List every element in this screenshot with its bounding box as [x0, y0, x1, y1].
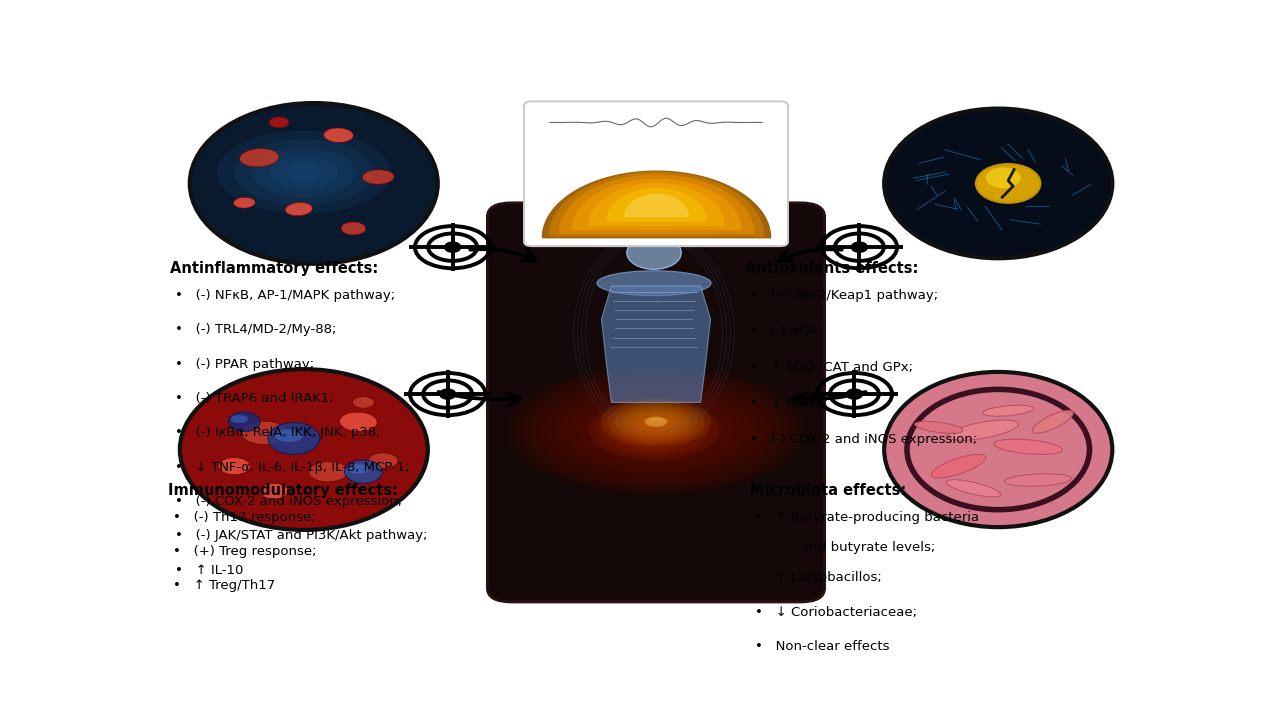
Text: •   ↑ SOD, CAT and GPx;: • ↑ SOD, CAT and GPx; — [750, 361, 913, 374]
Ellipse shape — [983, 405, 1034, 416]
Ellipse shape — [983, 169, 1033, 197]
Ellipse shape — [596, 271, 712, 296]
Ellipse shape — [975, 164, 1041, 203]
Ellipse shape — [1004, 181, 1014, 186]
Text: •   (-) COX-2 and iNOS expression;: • (-) COX-2 and iNOS expression; — [175, 495, 402, 508]
Text: and butyrate levels;: and butyrate levels; — [780, 541, 936, 554]
Ellipse shape — [621, 407, 691, 437]
Ellipse shape — [645, 417, 667, 427]
Text: •   (-) TRAP6 and IRAK1;: • (-) TRAP6 and IRAK1; — [175, 392, 334, 405]
Ellipse shape — [932, 454, 986, 478]
Ellipse shape — [884, 372, 1112, 527]
Ellipse shape — [352, 397, 374, 408]
Text: •   Non-clear effects: • Non-clear effects — [755, 640, 890, 653]
Ellipse shape — [986, 167, 1020, 189]
Ellipse shape — [339, 412, 378, 431]
Ellipse shape — [649, 419, 663, 425]
Ellipse shape — [621, 415, 687, 445]
Ellipse shape — [978, 167, 1038, 200]
Ellipse shape — [1005, 474, 1071, 486]
Ellipse shape — [614, 403, 698, 440]
Circle shape — [847, 390, 861, 398]
Ellipse shape — [915, 421, 963, 433]
Text: •   ↑ Treg/Th17: • ↑ Treg/Th17 — [173, 580, 275, 593]
Ellipse shape — [269, 156, 339, 189]
Ellipse shape — [308, 462, 348, 482]
Ellipse shape — [1032, 410, 1074, 433]
Ellipse shape — [643, 415, 669, 428]
Text: •   (-) PPAR pathway;: • (-) PPAR pathway; — [175, 358, 314, 371]
Ellipse shape — [608, 400, 704, 443]
Ellipse shape — [324, 128, 353, 143]
Ellipse shape — [643, 425, 664, 435]
Ellipse shape — [287, 164, 321, 181]
Ellipse shape — [242, 421, 287, 444]
Text: •   ↑ butyrate-producing bacteria: • ↑ butyrate-producing bacteria — [755, 510, 979, 523]
Ellipse shape — [344, 460, 383, 483]
Text: •   ↑ IL-10: • ↑ IL-10 — [175, 564, 243, 577]
Circle shape — [445, 243, 460, 251]
Ellipse shape — [589, 400, 719, 460]
Ellipse shape — [635, 413, 677, 431]
Ellipse shape — [230, 415, 248, 423]
Ellipse shape — [884, 109, 1112, 258]
Text: Immunomodulatory effects:: Immunomodulatory effects: — [168, 483, 398, 498]
Text: •   ↑ Lactobacillos;: • ↑ Lactobacillos; — [755, 572, 882, 585]
Text: •   ↓ RONS;: • ↓ RONS; — [750, 397, 828, 410]
Ellipse shape — [340, 222, 366, 235]
Text: •   (+) NFr2/Keap1 pathway;: • (+) NFr2/Keap1 pathway; — [750, 289, 938, 302]
Text: •   (-) NFκB, AP-1/MAPK pathway;: • (-) NFκB, AP-1/MAPK pathway; — [175, 289, 396, 302]
Ellipse shape — [285, 202, 312, 216]
Ellipse shape — [218, 131, 390, 214]
Text: •   ↓ Coriobacteriaceae;: • ↓ Coriobacteriaceae; — [755, 606, 918, 619]
Ellipse shape — [632, 420, 676, 440]
Ellipse shape — [599, 405, 709, 455]
Text: Antioxidants effects:: Antioxidants effects: — [745, 261, 919, 276]
Text: Antinflammatory effects:: Antinflammatory effects: — [170, 261, 378, 276]
Text: •   ↓ TNF-α, IL-6, IL-1β, IL-8, MCP-1;: • ↓ TNF-α, IL-6, IL-1β, IL-8, MCP-1; — [175, 461, 410, 474]
Ellipse shape — [946, 480, 1001, 497]
Ellipse shape — [993, 439, 1062, 454]
Ellipse shape — [180, 369, 428, 530]
Text: •   (-) IκBα, RelA, IKK, JNK, p38;: • (-) IκBα, RelA, IKK, JNK, p38; — [175, 426, 380, 439]
Ellipse shape — [234, 139, 374, 206]
Ellipse shape — [252, 148, 356, 197]
Text: •   (-) JAK/STAT and PI3K/Akt pathway;: • (-) JAK/STAT and PI3K/Akt pathway; — [175, 529, 428, 542]
Ellipse shape — [611, 410, 698, 450]
Ellipse shape — [988, 172, 1028, 194]
Polygon shape — [602, 286, 710, 402]
FancyBboxPatch shape — [488, 203, 824, 602]
Ellipse shape — [269, 117, 289, 127]
Ellipse shape — [369, 453, 398, 469]
Ellipse shape — [233, 197, 255, 208]
Ellipse shape — [600, 397, 712, 446]
Ellipse shape — [268, 423, 320, 454]
Circle shape — [852, 243, 867, 251]
Ellipse shape — [998, 178, 1018, 189]
Text: •   (-) Th17 response;: • (-) Th17 response; — [173, 510, 316, 523]
Ellipse shape — [228, 412, 260, 431]
Text: •   (-) COX-2 and iNOS expression;: • (-) COX-2 and iNOS expression; — [750, 433, 978, 446]
Ellipse shape — [275, 429, 303, 442]
Ellipse shape — [993, 175, 1023, 192]
Ellipse shape — [362, 170, 394, 184]
Ellipse shape — [628, 410, 684, 434]
Ellipse shape — [948, 420, 1019, 441]
Text: Microbiota effects:: Microbiota effects: — [750, 483, 906, 498]
Ellipse shape — [348, 464, 369, 474]
FancyBboxPatch shape — [524, 102, 788, 246]
Ellipse shape — [239, 148, 279, 167]
Ellipse shape — [219, 458, 251, 474]
Text: •   (-) TRL4/MD-2/My-88;: • (-) TRL4/MD-2/My-88; — [175, 323, 337, 336]
Ellipse shape — [189, 103, 438, 264]
Text: •   (-) NOX;: • (-) NOX; — [750, 325, 823, 338]
Ellipse shape — [260, 483, 288, 499]
Text: •   (+) Treg response;: • (+) Treg response; — [173, 545, 316, 558]
Circle shape — [440, 390, 454, 398]
Ellipse shape — [627, 236, 681, 269]
